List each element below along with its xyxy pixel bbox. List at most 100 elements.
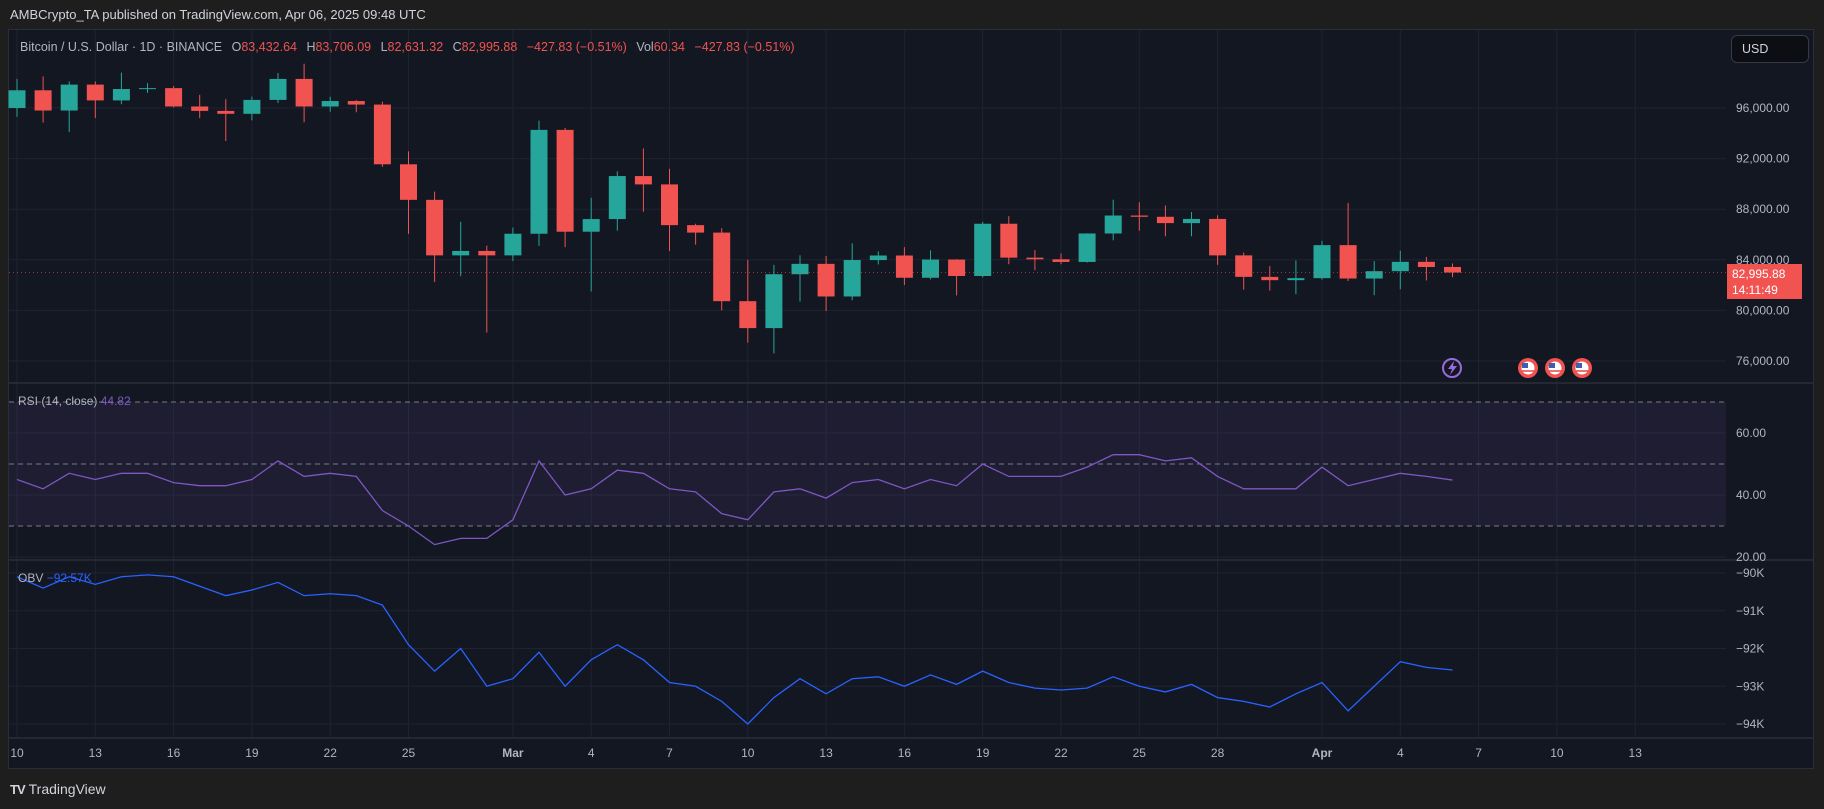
candle-down: [165, 88, 183, 107]
rsi-legend[interactable]: RSI (14, close) 44.82: [18, 394, 131, 408]
rsi-value: 44.82: [100, 394, 131, 408]
candle-up: [112, 89, 130, 101]
x-tick-label: 13: [819, 746, 833, 760]
tradingview-logo[interactable]: TV TradingView: [10, 781, 106, 797]
currency-button[interactable]: USD: [1731, 35, 1809, 63]
candle-up: [1313, 245, 1331, 279]
candle-up: [922, 259, 939, 278]
x-tick-label: 7: [666, 746, 673, 760]
symbol-title[interactable]: Bitcoin / U.S. Dollar · 1D · BINANCE: [20, 40, 223, 54]
candle-down: [1209, 218, 1227, 256]
grid: [9, 30, 1726, 738]
candle-up: [1365, 271, 1383, 279]
x-tick-label: 10: [741, 746, 755, 760]
x-tick-label: 4: [588, 746, 595, 760]
candle-down: [1026, 257, 1044, 260]
price-tick-label: 84,000.00: [1736, 253, 1790, 267]
candles: [8, 63, 1726, 354]
candle-up: [869, 255, 887, 261]
candle-down: [1417, 261, 1435, 268]
candle-down: [1000, 223, 1018, 258]
obv-tick-label: −90K: [1736, 566, 1764, 580]
candle-down: [1156, 216, 1174, 224]
candle-up: [791, 263, 809, 275]
lightning-icon-bolt: [1448, 361, 1457, 375]
symbol-legend: Bitcoin / U.S. Dollar · 1D · BINANCE O 83…: [20, 40, 795, 54]
candle-down: [295, 78, 313, 107]
candle-down: [1052, 259, 1070, 262]
candle-down: [739, 301, 757, 329]
candle-up: [608, 176, 626, 220]
candle-up: [530, 129, 548, 234]
rsi-tick-label: 20.00: [1736, 550, 1766, 564]
rsi-line: [16, 454, 1453, 546]
volume-change: −427.83 (−0.51%): [694, 40, 795, 54]
obv-value: −92.57K: [46, 571, 92, 585]
x-tick-label: 19: [245, 746, 259, 760]
candle-up: [8, 90, 26, 108]
x-tick-label: 22: [324, 746, 338, 760]
price-tick-label: 96,000.00: [1736, 101, 1790, 115]
price-tick-label: 80,000.00: [1736, 303, 1790, 317]
candle-up: [1183, 218, 1200, 224]
candle-up: [321, 101, 339, 107]
candle-down: [373, 104, 391, 165]
volume-value: 60.34: [653, 40, 685, 54]
high-value: 83,706.09: [315, 40, 372, 54]
x-tick-label: 16: [898, 746, 912, 760]
obv-tick-label: −92K: [1736, 642, 1764, 656]
candle-down: [34, 90, 52, 111]
candle-up: [1287, 278, 1305, 281]
obv-legend[interactable]: OBV −92.57K: [18, 571, 92, 585]
rsi-tick-label: 60.00: [1736, 426, 1766, 440]
close-value: 82,995.88: [461, 40, 518, 54]
candle-down: [1339, 245, 1357, 279]
rsi-series: [16, 454, 1453, 546]
x-tick-label: Mar: [502, 746, 524, 760]
rsi-tick-label: 40.00: [1736, 488, 1766, 502]
price-tick-label: 92,000.00: [1736, 152, 1790, 166]
tradingview-brand: TradingView: [28, 781, 106, 797]
rsi-title: RSI (14, close): [18, 394, 98, 408]
x-tick-label: Apr: [1312, 746, 1333, 760]
candle-up: [139, 88, 156, 90]
open-label: O: [231, 40, 242, 54]
candle-up: [582, 219, 600, 232]
chart-frame: [8, 29, 1814, 769]
rsi-band: [9, 401, 1726, 527]
x-tick-label: 28: [1211, 746, 1225, 760]
high-label: H: [306, 40, 316, 54]
obv-tick-label: −93K: [1736, 679, 1764, 693]
event-markers: [1442, 358, 1592, 378]
candle-down: [347, 101, 365, 105]
x-tick-label: 4: [1397, 746, 1404, 760]
x-tick-label: 10: [10, 746, 24, 760]
obv-tick-label: −91K: [1736, 604, 1764, 618]
x-tick-label: 25: [402, 746, 416, 760]
x-tick-label: 13: [89, 746, 103, 760]
tradingview-logo-mark-icon: TV: [10, 781, 26, 797]
x-tick-label: 16: [167, 746, 181, 760]
candle-up: [843, 260, 861, 297]
candle-up: [765, 274, 783, 329]
last-price: 82,995.88: [1732, 267, 1786, 281]
last-price-label: 82,995.88 14:11:49: [1727, 264, 1802, 299]
x-tick-label: 13: [1629, 746, 1643, 760]
candle-down: [217, 110, 235, 114]
candle-up: [1104, 215, 1122, 234]
low-label: L: [380, 40, 388, 54]
price-tick-label: 76,000.00: [1736, 354, 1790, 368]
candle-down: [1444, 266, 1461, 273]
candle-down: [478, 250, 496, 256]
low-value: 82,631.32: [387, 40, 444, 54]
candle-down: [1235, 255, 1253, 277]
candle-down: [400, 164, 417, 200]
x-tick-label: 22: [1054, 746, 1068, 760]
obv-title: OBV: [18, 571, 44, 585]
candle-up: [504, 233, 522, 256]
x-tick-label: 10: [1550, 746, 1564, 760]
candle-down: [634, 176, 652, 185]
candle-down: [661, 184, 678, 226]
candle-up: [452, 250, 470, 256]
